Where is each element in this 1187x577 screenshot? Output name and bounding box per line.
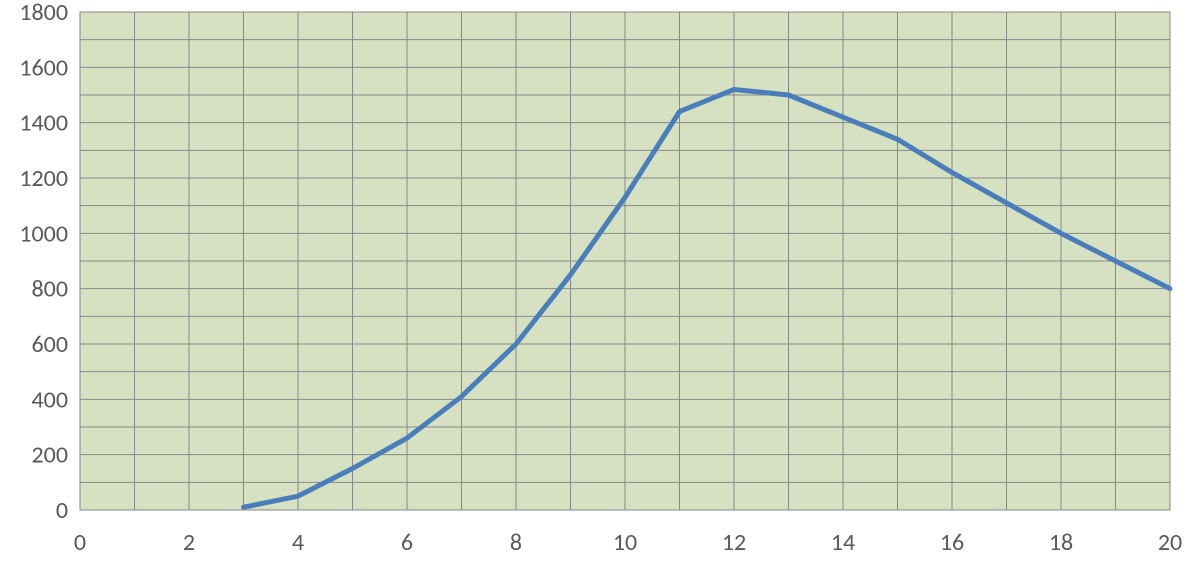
y-tick-label: 600 (32, 330, 69, 359)
x-tick-label: 2 (183, 528, 195, 557)
y-tick-label: 200 (32, 441, 69, 470)
y-tick-label: 1400 (19, 109, 68, 138)
x-tick-label: 16 (940, 528, 964, 557)
x-tick-label: 10 (613, 528, 637, 557)
x-tick-labels: 0 2 4 6 8 10 12 14 16 18 20 (74, 528, 1182, 557)
y-tick-label: 1200 (19, 164, 68, 193)
gridlines (80, 12, 1170, 510)
line-chart: 0246810121416182002004006008001000120014… (0, 0, 1187, 577)
x-tick-label: 14 (831, 528, 855, 557)
chart-container: 0246810121416182002004006008001000120014… (0, 0, 1187, 577)
x-tick-label: 18 (1049, 528, 1073, 557)
y-tick-label: 400 (32, 385, 69, 414)
x-tick-label: 4 (292, 528, 304, 557)
y-tick-label: 1800 (19, 0, 68, 27)
x-tick-label: 12 (722, 528, 746, 557)
y-tick-label: 1600 (19, 53, 68, 82)
y-tick-labels: 0 200 400 600 800 1000 1200 1400 1600 1800 (19, 0, 68, 525)
x-tick-label: 8 (510, 528, 522, 557)
x-tick-label: 0 (74, 528, 86, 557)
y-tick-label: 800 (32, 275, 69, 304)
x-tick-label: 20 (1158, 528, 1182, 557)
y-tick-label: 0 (56, 496, 68, 525)
x-tick-label: 6 (401, 528, 413, 557)
y-tick-label: 1000 (19, 219, 68, 248)
